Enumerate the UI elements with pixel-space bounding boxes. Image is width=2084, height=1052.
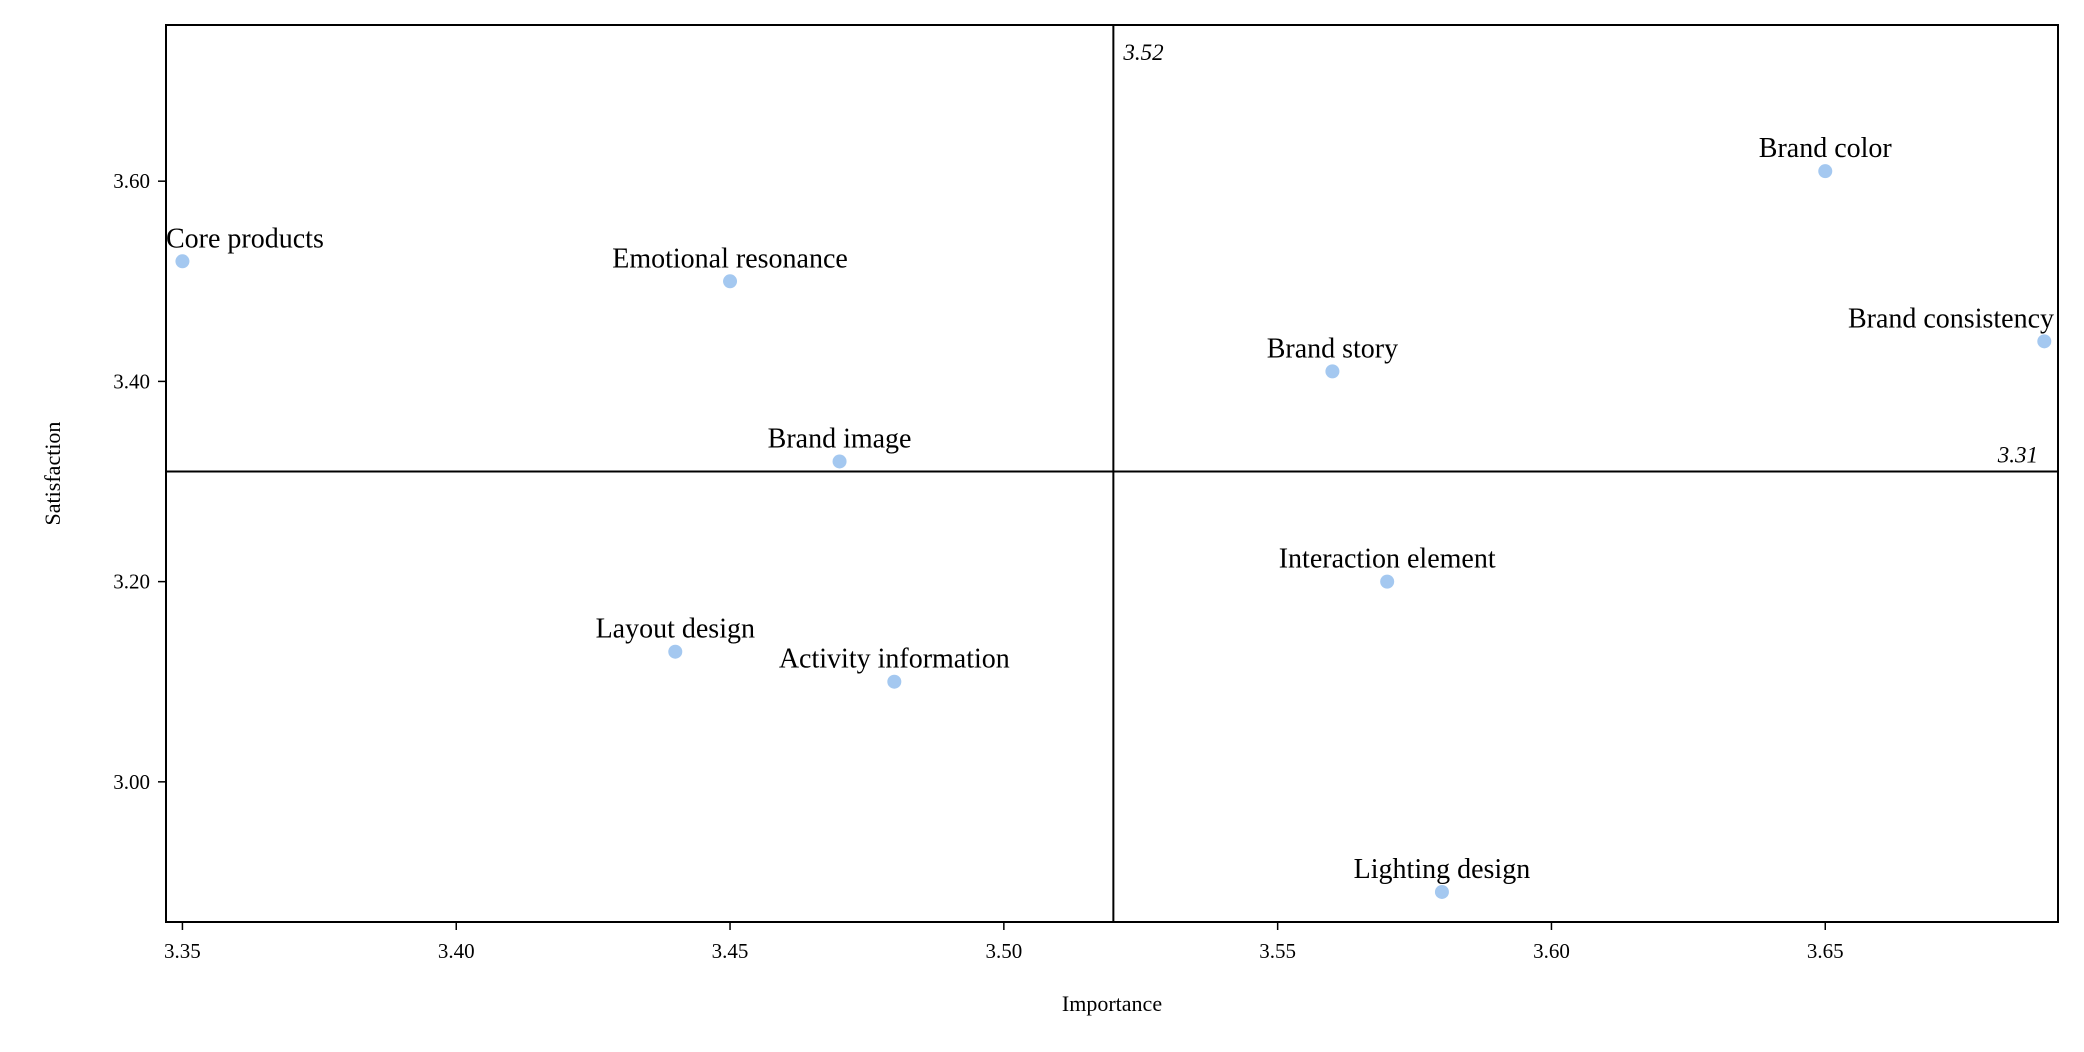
x-tick-label: 3.45 [712, 939, 749, 963]
y-tick-label: 3.40 [113, 369, 150, 393]
y-tick-label: 3.20 [113, 570, 150, 594]
plot-frame [165, 24, 2059, 923]
reference-lines-layer: 3.52 3.31 [166, 25, 2058, 922]
scatter-point [175, 254, 190, 269]
x-tick-label: 3.60 [1533, 939, 1570, 963]
scatter-point [1380, 574, 1395, 589]
point-labels-layer: Core products Emotional resonance Brand im… [166, 133, 2054, 885]
point-label: Brand consistency [1848, 303, 2054, 334]
x-tick-label: 3.65 [1807, 939, 1844, 963]
point-label: Activity information [779, 644, 1010, 675]
scatter-point [723, 274, 738, 289]
point-label: Core products [166, 223, 324, 254]
x-tick-label: 3.50 [985, 939, 1022, 963]
scatter-point [668, 644, 683, 659]
vertical-reference-label: 3.52 [1122, 40, 1163, 65]
axes-layer: 3.35 3.40 3.45 3.50 3.55 3.60 3.65 3.60 3.40 3.20… [40, 24, 2059, 1016]
y-tick-label: 3.60 [113, 169, 150, 193]
y-tick-label: 3.00 [113, 770, 150, 794]
point-label: Emotional resonance [612, 243, 848, 274]
point-label: Brand color [1759, 133, 1893, 164]
scatter-point [832, 454, 847, 469]
scatter-point [1434, 884, 1449, 899]
scatter-point [2037, 334, 2052, 349]
x-tick-label: 3.35 [164, 939, 201, 963]
y-axis-label: Satisfaction [40, 422, 65, 526]
points-layer [175, 164, 2052, 899]
point-label: Lighting design [1354, 854, 1531, 885]
point-label: Brand image [768, 423, 912, 454]
point-label: Interaction element [1279, 544, 1496, 575]
scatter-point [1325, 364, 1340, 379]
scatter-point [887, 674, 902, 689]
x-axis-label: Importance [1062, 991, 1162, 1016]
x-tick-label: 3.40 [438, 939, 475, 963]
scatter-point [1818, 164, 1833, 179]
point-label: Brand story [1267, 333, 1398, 364]
x-tick-label: 3.55 [1259, 939, 1296, 963]
point-label: Layout design [596, 614, 755, 645]
horizontal-reference-label: 3.31 [1997, 442, 2038, 467]
